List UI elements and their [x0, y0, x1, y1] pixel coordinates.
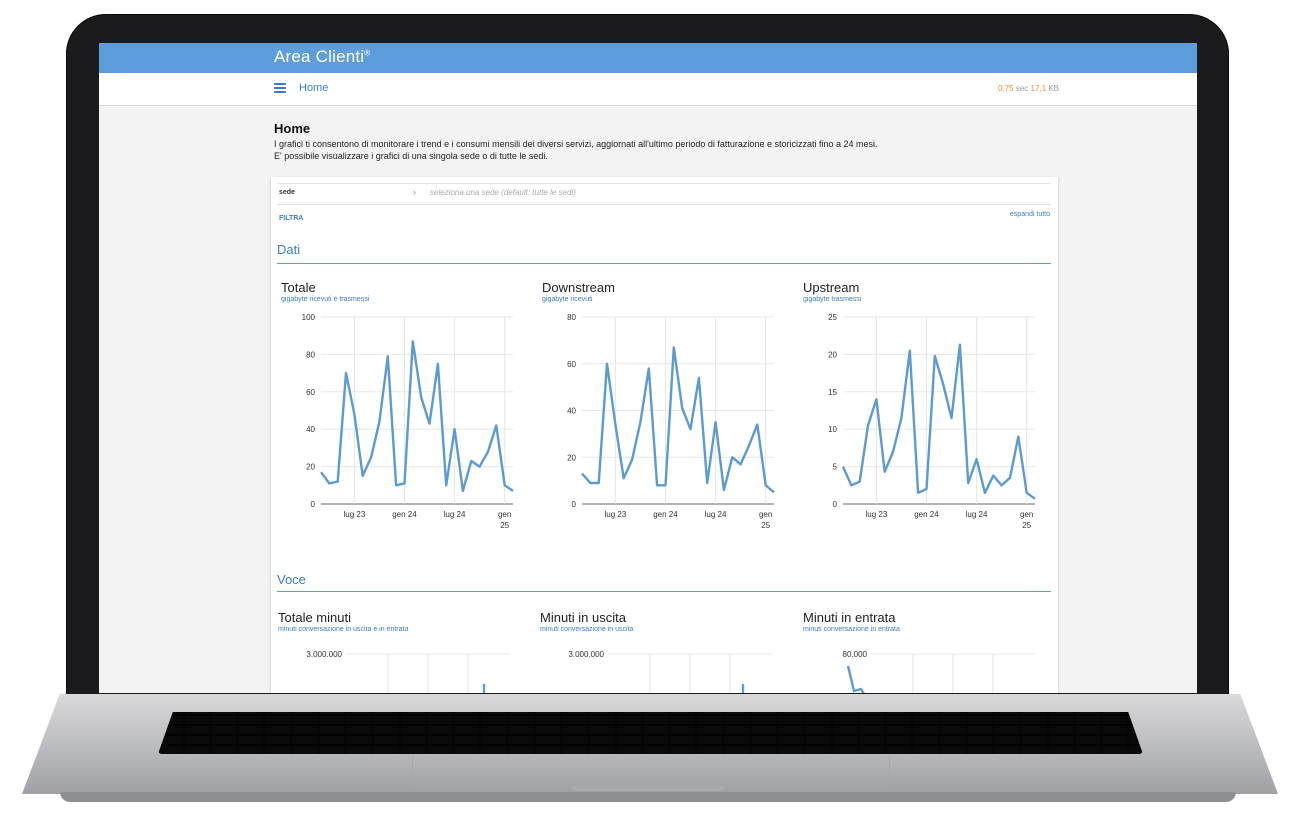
sede-placeholder: seleziona una sede (default: tutte le se… [430, 188, 576, 197]
laptop-base-edge [60, 792, 1236, 802]
perf-kb-unit: KB [1048, 84, 1059, 93]
chart-title: Totale [281, 280, 316, 295]
perf-kb-value: 17,1 [1030, 84, 1047, 93]
chart-title: Upstream [803, 280, 860, 295]
intro-line-2: E' possibile visualizzare i grafici di u… [274, 151, 548, 161]
filter-button[interactable]: FILTRA [279, 215, 304, 222]
x-tick-label: 25 [1022, 521, 1031, 530]
chart-subtitle: gigabyte ricevuti e trasmessi [281, 296, 370, 303]
y-tick-label: 0 [572, 500, 577, 509]
perf-indicator: 0,75 sec 17,1 KB [998, 84, 1059, 93]
x-tick-label: gen 24 [392, 510, 417, 519]
nav-bar: Home 0,75 sec 17,1 KB [99, 73, 1197, 106]
x-tick-label: 25 [500, 521, 509, 530]
y-tick-label: 25 [828, 313, 837, 322]
y-tick-label: 60 [306, 388, 315, 397]
intro-line-1: I grafici ti consentono di monitorare i … [274, 139, 878, 149]
y-tick-label: 0 [833, 500, 838, 509]
charts-card: sede › seleziona una sede (default: tutt… [271, 177, 1058, 693]
y-tick-label: 20 [306, 463, 315, 472]
y-tick-label: 20 [567, 453, 576, 462]
y-tick-label: 20 [828, 350, 837, 359]
sede-selector[interactable]: sede › seleziona una sede (default: tutt… [277, 183, 1051, 205]
y-tick-label: 10 [828, 425, 837, 434]
y-tick-label: 60 [567, 360, 576, 369]
x-tick-label: lug 24 [705, 510, 727, 519]
x-tick-label: lug 24 [444, 510, 466, 519]
chart-svg: 80 60 40 20 0 lug 23 gen 24 lug 24 gen 25 [567, 313, 775, 530]
x-tick-label: lug 24 [966, 510, 988, 519]
y-tick-label: 40 [567, 407, 576, 416]
page-title: Home [274, 121, 311, 136]
section-voce: Voce [277, 571, 1051, 592]
sede-label: sede [279, 189, 295, 196]
chart-subtitle: gigabyte trasmessi [803, 296, 862, 303]
app-screen: Area Clienti® Home 0,75 sec 17,1 KB Home… [99, 43, 1197, 693]
laptop-trackpad [412, 756, 890, 787]
x-tick-label: gen 24 [653, 510, 678, 519]
series-line [581, 346, 775, 494]
x-tick-label: lug 23 [343, 510, 365, 519]
x-tick-label: gen 24 [914, 510, 939, 519]
x-tick-label: gen [1020, 510, 1033, 519]
chart-svg: 80.000 [843, 650, 1035, 693]
y-tick-label: 80 [306, 350, 315, 359]
y-tick-label: 40 [306, 425, 315, 434]
chart-svg: 3.000.000 [568, 650, 772, 693]
chart-title: Totale minuti [278, 610, 351, 625]
chart-totale: Totale gigabyte ricevuti e trasmessi 100… [281, 280, 521, 530]
chart-minuti-uscita: Minuti in uscita minuti conversazione in… [540, 610, 780, 693]
section-dati-title: Dati [277, 242, 301, 257]
chart-svg: 25 20 15 10 5 0 lug 23 gen 24 lug 24 gen 25 [828, 313, 1036, 530]
x-tick-label: gen [759, 510, 772, 519]
app-brand[interactable]: Area Clienti® [274, 47, 370, 67]
chart-upstream: Upstream gigabyte trasmessi 25 20 15 10 5 0 lu… [803, 280, 1043, 530]
top-bar: Area Clienti® [99, 43, 1197, 73]
chart-minuti-entrata: Minuti in entrata minuti conversazione i… [803, 610, 1043, 693]
x-tick-label: lug 23 [604, 510, 626, 519]
chart-title: Downstream [542, 280, 615, 295]
x-tick-label: lug 23 [865, 510, 887, 519]
y-tick-label: 80 [567, 313, 576, 322]
chart-totale-minuti: Totale minuti minuti conversazione in us… [278, 610, 518, 693]
y-tick-label: 5 [833, 463, 838, 472]
chart-svg: 3.000.000 [306, 650, 510, 693]
expand-all-link[interactable]: espandi tutto [1009, 211, 1050, 218]
y-tick-label: 0 [311, 500, 316, 509]
chart-subtitle: minuti conversazione in uscita e in entr… [278, 626, 409, 633]
laptop-notch [570, 786, 726, 791]
chart-subtitle: minuti conversazione in entrata [803, 626, 900, 633]
nav-home-link[interactable]: Home [299, 82, 329, 94]
chevron-right-icon: › [413, 187, 416, 197]
series-line [841, 343, 1036, 500]
chart-downstream: Downstream gigabyte ricevuti 80 60 40 20 0 lu… [542, 280, 782, 530]
intro-text: I grafici ti consentono di monitorare i … [274, 138, 1094, 162]
chart-subtitle: minuti conversazione in uscita [540, 626, 634, 633]
chart-svg: 100 80 60 40 20 0 lug 23 gen 24 lug 24 gen 25 [302, 313, 514, 530]
brand-mark: ® [364, 48, 371, 58]
hamburger-menu-icon[interactable] [274, 83, 286, 93]
y-tick-label: 80.000 [843, 650, 868, 659]
section-voce-title: Voce [277, 572, 306, 587]
chart-subtitle: gigabyte ricevuti [542, 296, 593, 303]
x-tick-label: gen [498, 510, 511, 519]
y-tick-label: 3.000.000 [306, 650, 342, 659]
x-tick-label: 25 [761, 521, 770, 530]
chart-title: Minuti in entrata [803, 610, 896, 625]
y-tick-label: 3.000.000 [568, 650, 604, 659]
intro-block: Home I grafici ti consentono di monitora… [274, 121, 1094, 162]
section-dati: Dati [277, 241, 1051, 264]
brand-text: Area Clienti [274, 47, 365, 66]
laptop-keyboard [158, 712, 1143, 754]
perf-sec-unit: sec [1015, 84, 1029, 93]
series-line [846, 665, 865, 693]
y-tick-label: 100 [302, 313, 316, 322]
series-line [320, 340, 514, 493]
y-tick-label: 15 [828, 388, 837, 397]
perf-sec-value: 0,75 [998, 84, 1014, 93]
chart-title: Minuti in uscita [540, 610, 626, 625]
